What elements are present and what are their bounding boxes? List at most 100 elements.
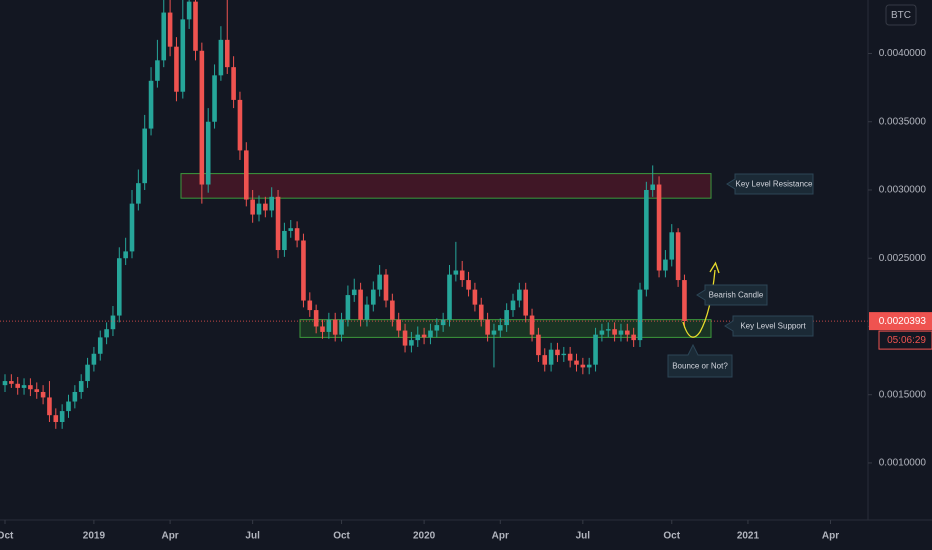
candle-body (66, 401, 71, 412)
candle-body (117, 258, 122, 316)
candle-body (2, 381, 8, 386)
x-tick-label: Apr (161, 531, 178, 542)
candle-body (377, 274, 382, 290)
candle-body (205, 121, 211, 185)
candles-layer (2, 0, 687, 429)
candle-body (402, 330, 408, 346)
candle-body (593, 334, 598, 365)
x-tick-label: Oct (0, 531, 14, 542)
candle-body (326, 319, 332, 332)
candle-body (237, 99, 243, 151)
candle-body (34, 389, 40, 392)
candle-body (453, 270, 459, 275)
candle-body (244, 150, 249, 200)
candle-body (510, 300, 516, 311)
x-tick-label: 2020 (413, 531, 436, 542)
candle-body (9, 381, 14, 384)
candle-body (504, 310, 509, 326)
candle-body (218, 39, 224, 76)
candle-body (466, 280, 471, 290)
candle-body (294, 228, 300, 241)
callout-label: Key Level Support (740, 322, 806, 331)
countdown-label: 05:06:29 (887, 335, 926, 346)
candle-body (78, 381, 84, 392)
candle-body (28, 385, 33, 390)
candle-body (199, 50, 205, 185)
candle-body (110, 315, 116, 330)
candle-body (567, 353, 573, 361)
candle-body (656, 184, 662, 271)
last-price-label: 0.0020393 (879, 316, 927, 327)
candle-body (193, 1, 198, 51)
last-price-box (869, 312, 932, 331)
candle-body (275, 196, 281, 251)
candle-body (167, 12, 173, 47)
candle-body (663, 259, 668, 271)
y-tick-label: 0.0040000 (879, 48, 927, 59)
candle-body (675, 232, 681, 281)
currency-box[interactable] (885, 4, 917, 26)
candle-body (383, 274, 389, 301)
x-tick-label: Apr (822, 531, 839, 542)
candle-body (396, 319, 401, 331)
candle-body (256, 203, 262, 215)
candle-body (644, 189, 649, 290)
bounce-arrow-head (709, 261, 720, 274)
y-tick-label: 0.0025000 (879, 253, 927, 264)
candle-body (440, 319, 446, 326)
x-tick-label: Apr (492, 531, 509, 542)
candle-body (428, 330, 433, 338)
callout-box (696, 284, 768, 306)
overlay-layer: Key Level Resistance Key Level Support Bea… (0, 173, 868, 378)
callout-label: Bounce or Not? (672, 362, 728, 371)
candle-body (97, 337, 103, 354)
candle-body (307, 300, 313, 311)
candle-body (574, 360, 579, 365)
candle-body (548, 349, 554, 365)
candle-body (351, 289, 357, 296)
candle-body (605, 329, 611, 331)
candle-body (269, 196, 274, 211)
callout-box (724, 315, 814, 337)
candle-body (358, 289, 363, 320)
callout-box (667, 343, 733, 378)
candle-body (174, 46, 179, 92)
candle-body (136, 183, 141, 204)
candle-body (472, 289, 478, 305)
candle-body (459, 270, 465, 281)
candle-body (301, 240, 306, 301)
candle-body (517, 289, 522, 301)
candle-body (390, 300, 395, 320)
callout-box (726, 173, 814, 195)
candle-body (85, 364, 90, 382)
candle-body (313, 310, 319, 327)
candle-body (682, 280, 687, 322)
candle-body (91, 353, 97, 365)
candle-body (586, 364, 592, 368)
key-level-zone (180, 173, 712, 199)
y-tick-label: 0.0030000 (879, 185, 927, 196)
candle-body (650, 184, 655, 190)
candle-body (669, 232, 675, 260)
candle-body (491, 330, 497, 335)
callout-label: Bearish Candle (709, 291, 764, 300)
candle-body (40, 391, 46, 398)
candle-body (155, 60, 160, 81)
currency-label: BTC (891, 10, 911, 21)
candle-body (332, 319, 338, 335)
candle-body (364, 304, 370, 320)
y-tick-label: 0.0035000 (879, 116, 927, 127)
candle-body (555, 349, 560, 356)
candle-body (72, 391, 78, 402)
candle-body (523, 289, 528, 316)
candle-body (186, 1, 192, 20)
candle-body (612, 329, 617, 335)
candle-body (345, 295, 351, 320)
candle-body (104, 329, 109, 338)
callout-label: Key Level Resistance (736, 180, 813, 189)
candle-body (231, 67, 236, 100)
candle-body (580, 364, 586, 368)
